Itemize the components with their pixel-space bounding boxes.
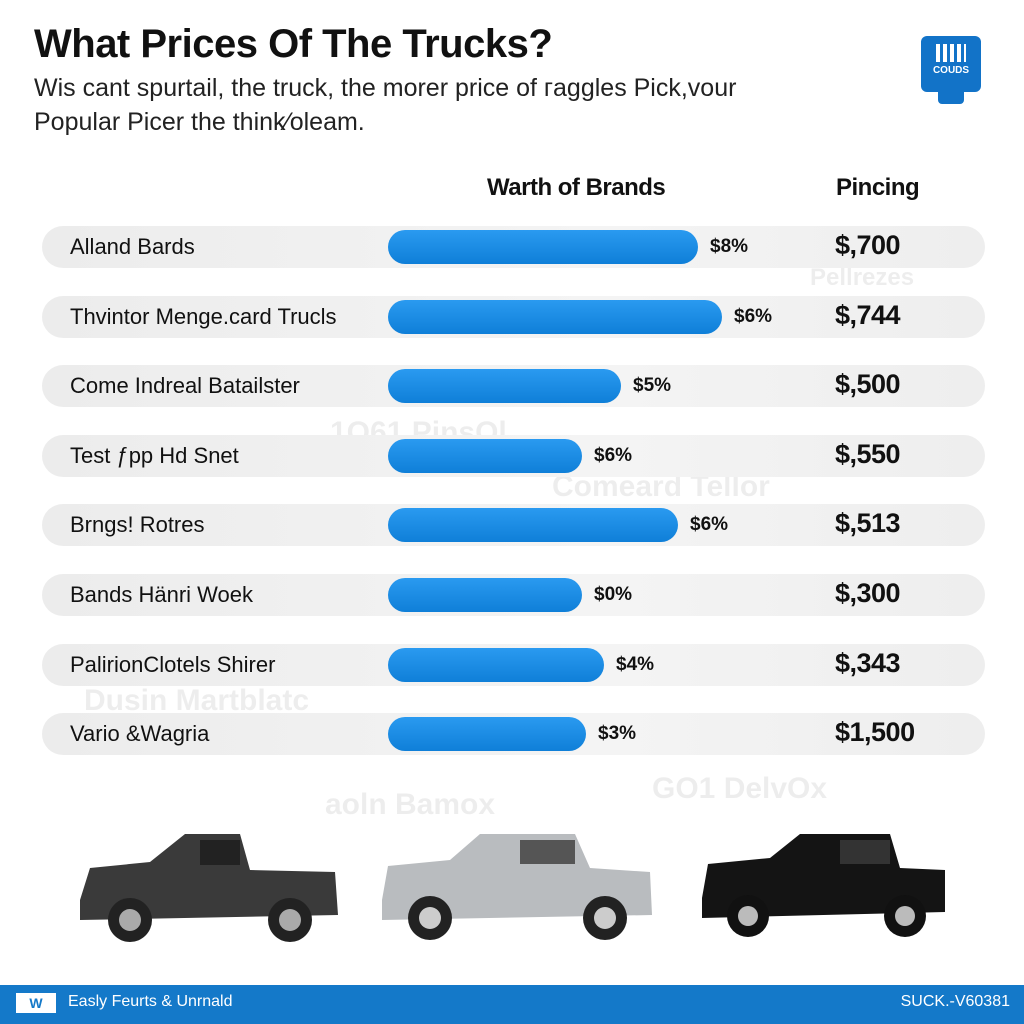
price: $,513 [835, 508, 901, 539]
bar-label: $6% [690, 514, 729, 536]
price: $,700 [835, 230, 901, 260]
price: $,550 [835, 438, 901, 469]
trucks [80, 834, 945, 942]
bar-label: $6% [734, 305, 773, 327]
bar [388, 717, 586, 752]
logo-text: COUDS [932, 65, 970, 76]
bar-label: $0% [594, 584, 633, 605]
bar [388, 369, 621, 404]
truck [80, 834, 338, 942]
price: $,744 [835, 299, 901, 330]
bar-label: $4% [616, 653, 655, 675]
watermark: Dusin Martblatc [84, 684, 310, 717]
column-header: Warth of Brands [487, 174, 666, 201]
row-name: Come Indreal Batailster [70, 373, 300, 399]
subtitle: Popular Picer the think⁄oleam. [34, 108, 365, 136]
truck [702, 834, 945, 937]
price: $,300 [835, 578, 901, 608]
logo: COUDS [921, 36, 981, 92]
row-name: Bands Hänri Woek [70, 582, 254, 607]
watermark: Pellrezes [810, 264, 915, 291]
footer-text: SUCK.-V60381 [900, 993, 1010, 1010]
bar [388, 299, 722, 334]
bar [388, 230, 698, 264]
bar [388, 647, 604, 682]
row-name: Alland Bards [70, 234, 195, 259]
bar [388, 508, 678, 543]
row-name: Brngs! Rotres [70, 512, 205, 538]
truck [382, 834, 652, 940]
price: $,343 [835, 647, 901, 678]
price: $1,500 [835, 717, 915, 748]
bar-label: $8% [710, 236, 749, 257]
row-name: Vario &Wagria [70, 721, 210, 747]
bar-label: $3% [598, 723, 637, 745]
title: What Prices Of The Trucks? [34, 22, 553, 66]
footer-text: Easly Feurts & Unrnald [68, 993, 233, 1010]
bar-label: $5% [633, 375, 672, 397]
price: $,500 [835, 369, 901, 400]
watermark: GO1 DelvOx [652, 772, 828, 805]
bar [388, 438, 582, 473]
row-name: Test ƒpp Hd Snet [70, 442, 239, 468]
logo-stand [938, 92, 964, 104]
row-name: Thvintor Menge.card Trucls [70, 303, 337, 329]
column-header: Pincing [836, 174, 920, 201]
subtitle: Wis cant spurtail, the truck, the morer … [34, 74, 737, 102]
bar-label: $6% [594, 444, 633, 466]
bar [388, 578, 582, 612]
footer-logo: W [16, 993, 56, 1013]
row-name: PalirionClotels Shirer [70, 651, 276, 677]
watermark: aoln Bamox [325, 788, 496, 821]
footer [0, 985, 1024, 1024]
